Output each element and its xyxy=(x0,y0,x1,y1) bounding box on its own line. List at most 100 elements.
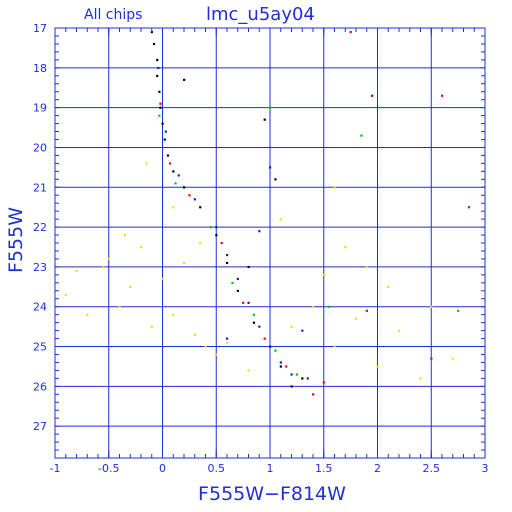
data-point-blue xyxy=(215,226,218,229)
data-point-black xyxy=(301,377,304,380)
data-point-black xyxy=(236,289,239,292)
y-tick-label: 21 xyxy=(33,181,47,194)
data-point-blue xyxy=(226,253,229,257)
data-point-black xyxy=(263,118,266,121)
data-point-black xyxy=(290,385,293,388)
data-point-yellow xyxy=(322,273,325,277)
y-tick-label: 25 xyxy=(33,341,47,354)
data-point-red xyxy=(285,365,288,368)
data-point-yellow xyxy=(172,313,175,316)
data-point-yellow xyxy=(355,317,358,320)
data-point-yellow xyxy=(290,325,293,328)
x-tick-label: 3 xyxy=(482,462,489,475)
data-point-black xyxy=(183,78,186,81)
data-point-yellow xyxy=(75,269,78,273)
axis-ticks xyxy=(54,27,486,459)
y-tick-label: 23 xyxy=(33,261,47,274)
data-point-yellow xyxy=(312,305,315,308)
data-point-black xyxy=(166,154,170,157)
data-point-black xyxy=(159,106,162,109)
data-point-black xyxy=(252,321,256,324)
data-point-yellow xyxy=(150,325,153,328)
data-point-red xyxy=(169,162,172,165)
data-point-blue xyxy=(247,301,250,304)
data-point-black xyxy=(161,122,164,125)
data-point-blue xyxy=(269,345,272,348)
data-point-blue xyxy=(290,373,293,376)
data-point-yellow xyxy=(215,353,218,356)
data-point-red xyxy=(220,242,223,245)
data-point-yellow xyxy=(247,369,250,372)
data-point-blue xyxy=(371,94,374,97)
data-point-yellow xyxy=(193,333,196,336)
data-point-yellow xyxy=(183,261,186,265)
data-point-yellow xyxy=(398,329,401,332)
data-point-red xyxy=(188,194,191,197)
x-tick-label: 2 xyxy=(374,462,381,475)
x-axis-title: F555W−F814W xyxy=(198,483,346,505)
data-point-black xyxy=(215,234,218,237)
data-point-blue xyxy=(164,130,167,133)
y-tick-label: 19 xyxy=(33,102,47,115)
data-point-yellow xyxy=(451,357,454,360)
y-tick-label: 26 xyxy=(33,380,47,393)
data-point-black xyxy=(156,74,159,77)
data-point-black xyxy=(274,178,277,181)
data-point-blue xyxy=(258,230,261,233)
x-tick-label: 1 xyxy=(267,462,274,475)
data-point-yellow xyxy=(118,305,121,308)
data-point-yellow xyxy=(204,345,207,348)
data-point-yellow xyxy=(430,305,433,308)
grid-lines xyxy=(55,27,485,458)
x-tick-label: -1 xyxy=(50,462,61,475)
data-point-yellow xyxy=(365,265,368,269)
y-axis-title: F555W xyxy=(5,207,27,273)
y-tick-label: 27 xyxy=(33,420,47,433)
data-point-blue xyxy=(279,361,282,364)
data-point-yellow xyxy=(226,341,229,344)
y-tick-label: 24 xyxy=(33,301,47,314)
data-point-black xyxy=(199,206,202,209)
chart-subtitle: All chips xyxy=(84,7,142,23)
x-tick-label: 2.5 xyxy=(423,462,441,475)
data-point-blue xyxy=(269,166,272,169)
data-point-yellow xyxy=(333,345,336,348)
data-point-blue xyxy=(157,66,160,70)
data-point-yellow xyxy=(64,293,67,296)
data-point-red xyxy=(159,102,162,105)
data-point-red xyxy=(430,357,433,360)
data-point-green xyxy=(174,182,177,185)
data-point-yellow xyxy=(140,245,143,249)
y-tick-label: 22 xyxy=(33,221,47,234)
data-point-blue xyxy=(301,329,304,332)
data-point-red xyxy=(349,30,352,34)
data-point-yellow xyxy=(123,234,127,237)
data-point-red xyxy=(312,393,315,396)
tick-labels: -1 -0.5 0 0.5 1 1.5 2 2.5 3 17 18 19 20 21 22 23 24 25 26 2… xyxy=(33,22,489,475)
data-point-blue xyxy=(226,337,229,340)
data-point-green xyxy=(252,313,256,316)
y-tick-label: 17 xyxy=(33,22,47,35)
x-tick-label: -0.5 xyxy=(98,462,119,475)
data-point-red xyxy=(242,301,245,304)
data-point-blue xyxy=(193,198,196,201)
data-point-yellow xyxy=(199,242,202,245)
data-point-yellow xyxy=(419,377,422,380)
data-point-yellow xyxy=(387,285,390,288)
data-point-red xyxy=(441,94,444,97)
data-point-red xyxy=(365,309,368,312)
data-point-yellow xyxy=(161,277,164,281)
data-point-black xyxy=(183,186,186,189)
x-tick-label: 0 xyxy=(159,462,166,475)
data-point-red xyxy=(322,381,325,384)
data-point-blue xyxy=(177,174,180,177)
chart-title: lmc_u5ay04 xyxy=(206,4,315,25)
y-tick-label: 20 xyxy=(33,141,47,154)
data-point-yellow xyxy=(344,245,347,249)
data-point-black xyxy=(172,170,175,173)
data-point-black xyxy=(247,265,250,269)
data-point-green xyxy=(231,281,234,285)
data-point-yellow xyxy=(102,265,105,269)
data-point-green xyxy=(158,114,161,117)
data-point-black xyxy=(158,90,161,93)
